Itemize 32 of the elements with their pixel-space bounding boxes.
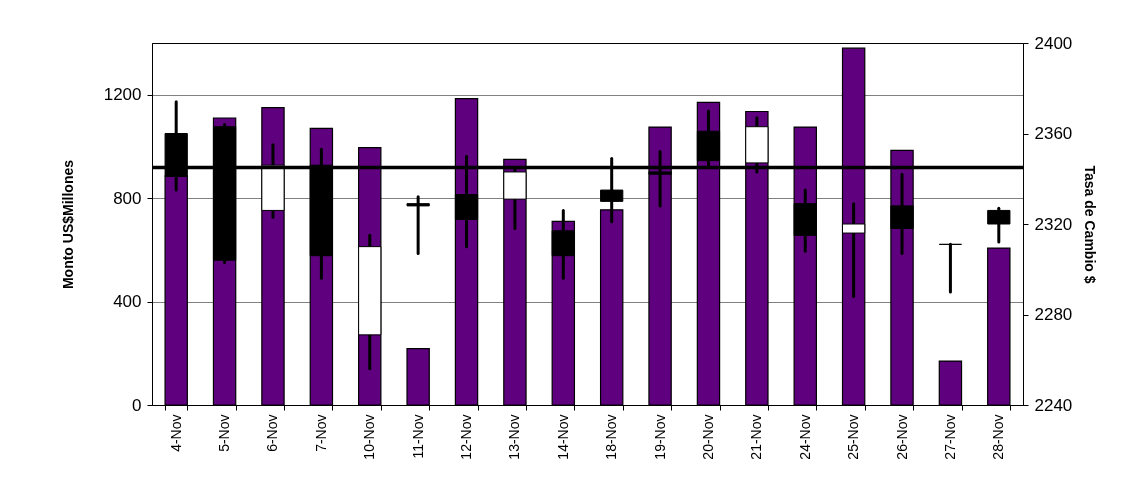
y-tick-label: 1200 — [103, 85, 142, 105]
candlestick — [938, 242, 963, 294]
y-axis-title: Monto US$Millones — [59, 159, 76, 290]
x-tick-label: 27-Nov — [941, 414, 958, 460]
x-tick-label: 12-Nov — [458, 414, 475, 460]
y2-tick-label: 2240 — [1034, 395, 1073, 415]
x-tick-label: 28-Nov — [990, 414, 1007, 460]
y-tick-label: 0 — [132, 395, 142, 415]
x-tick-label: 21-Nov — [748, 414, 765, 460]
candlestick — [406, 195, 430, 255]
y-tick-label: 800 — [113, 188, 142, 208]
y-tick-label: 400 — [113, 292, 142, 312]
x-tick-label: 6-Nov — [264, 414, 281, 452]
x-tick-label: 11-Nov — [409, 414, 426, 459]
y2-tick-label: 2280 — [1034, 305, 1073, 324]
y2-tick-label: 2400 — [1034, 33, 1073, 53]
x-tick-label: 19-Nov — [651, 414, 668, 460]
candlestick — [987, 206, 1011, 244]
x-tick-label: 5-Nov — [216, 414, 233, 452]
y2-tick-label: 2360 — [1034, 124, 1073, 143]
x-tick-label: 7-Nov — [312, 414, 329, 452]
x-tick-label: 26-Nov — [893, 414, 910, 460]
y2-tick-label: 2320 — [1034, 214, 1073, 234]
y2-axis-title: Tasa de Cambio $ — [1082, 165, 1099, 284]
x-tick-label: 24-Nov — [796, 414, 813, 460]
x-tick-label: 4-Nov — [167, 414, 184, 452]
x-tick-label: 25-Nov — [845, 414, 862, 460]
x-tick-label: 18-Nov — [603, 414, 620, 460]
x-tick-label: 10-Nov — [361, 414, 378, 460]
x-tick-label: 13-Nov — [506, 414, 523, 460]
x-tick-label: 20-Nov — [699, 414, 716, 460]
x-tick-label: 14-Nov — [554, 414, 571, 460]
